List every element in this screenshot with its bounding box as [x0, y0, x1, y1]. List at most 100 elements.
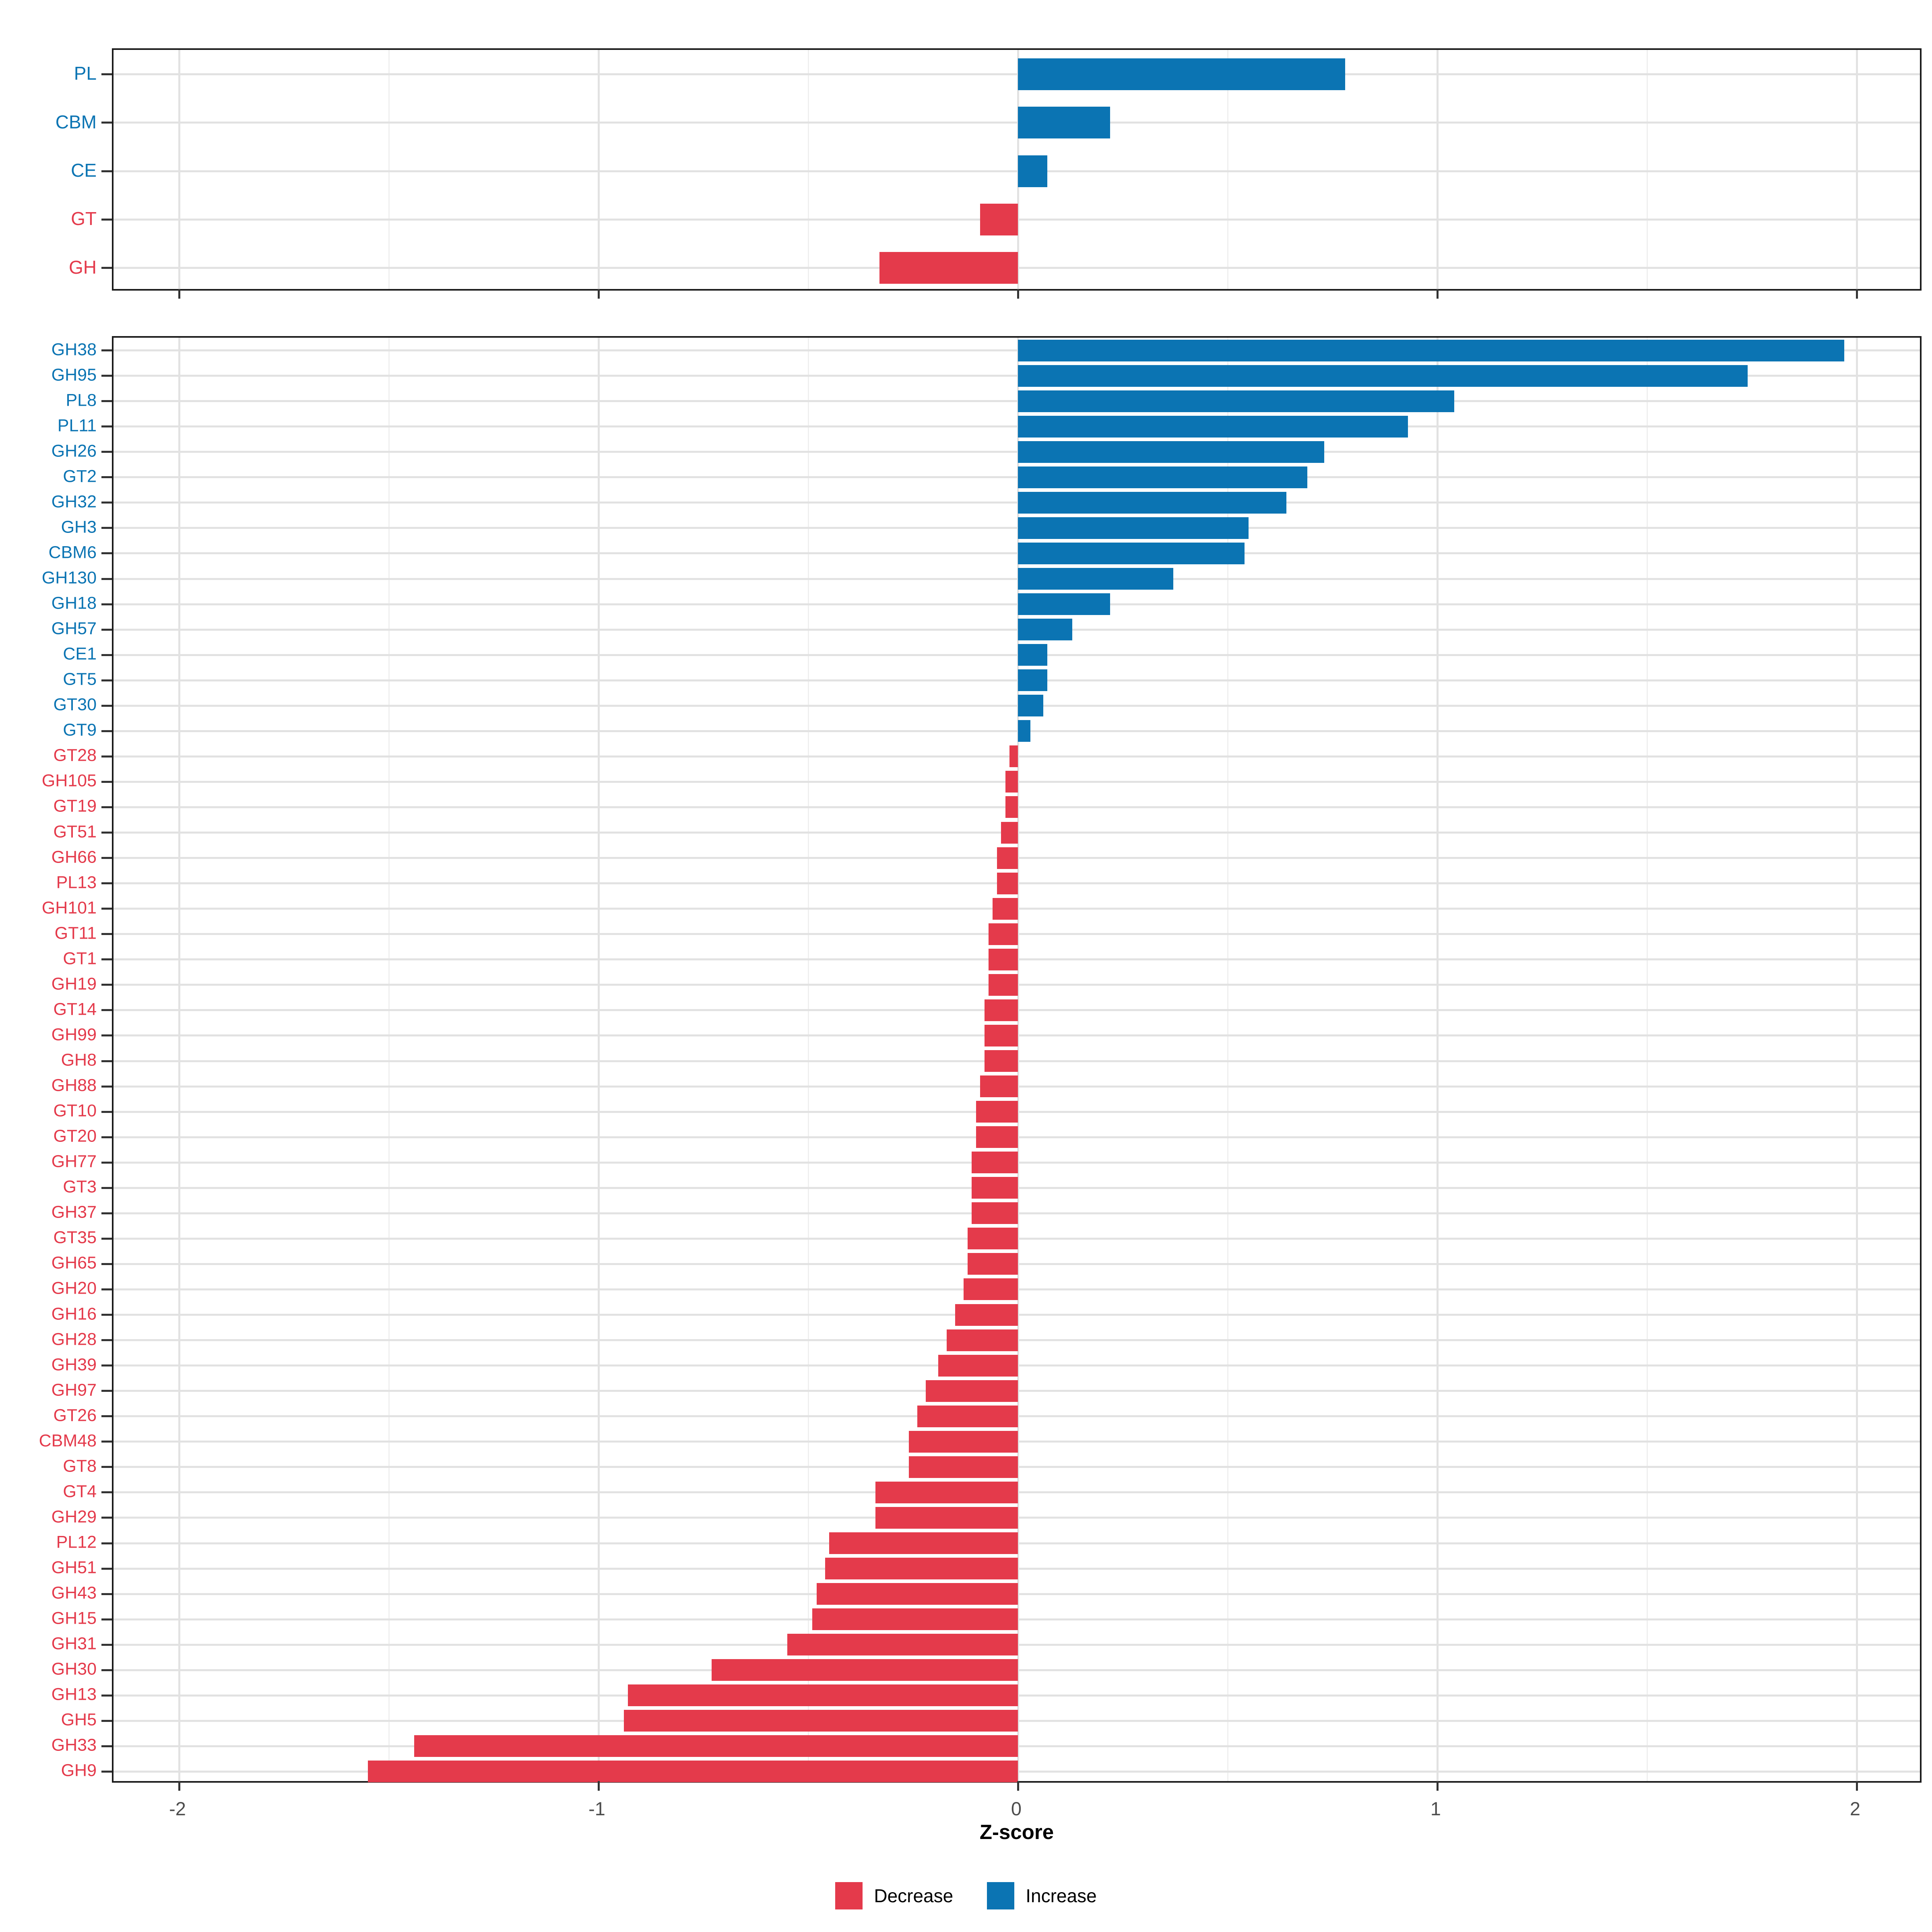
- y-tick-mark: [101, 654, 112, 656]
- y-tick-mark: [101, 984, 112, 986]
- row-gridline: [114, 451, 1920, 453]
- y-label-GH13: GH13: [51, 1684, 97, 1704]
- y-label-GT30: GT30: [53, 695, 97, 714]
- y-tick-mark: [101, 603, 112, 605]
- bar-GH88: [980, 1075, 1018, 1098]
- y-tick-mark: [101, 451, 112, 453]
- y-tick-mark: [101, 1364, 112, 1367]
- y-label-GH43: GH43: [51, 1583, 97, 1603]
- gridline-minor: [1227, 50, 1228, 289]
- y-label-GH3: GH3: [61, 517, 97, 537]
- row-gridline: [114, 349, 1920, 352]
- row-gridline: [114, 578, 1920, 580]
- x-tick-mark: [1017, 1781, 1019, 1791]
- bar-PL13: [997, 872, 1018, 894]
- gridline-minor: [807, 338, 809, 1781]
- bar-GT1: [989, 948, 1018, 970]
- y-label-GT2: GT2: [63, 466, 97, 486]
- y-label-GT14: GT14: [53, 999, 97, 1019]
- legend: Decrease Increase: [0, 1882, 1932, 1909]
- x-tick-mark: [597, 289, 600, 299]
- y-tick-mark: [101, 1567, 112, 1570]
- bar-GT14: [984, 999, 1018, 1021]
- y-label-GH8: GH8: [61, 1050, 97, 1070]
- y-tick-mark: [101, 1618, 112, 1620]
- y-tick-mark: [101, 218, 112, 221]
- y-tick-mark: [101, 1466, 112, 1468]
- y-tick-mark: [101, 1212, 112, 1214]
- bar-GH130: [1018, 568, 1173, 590]
- bar-GT20: [976, 1126, 1018, 1148]
- y-tick-mark: [101, 502, 112, 504]
- y-tick-mark: [101, 1136, 112, 1138]
- bar-GT3: [972, 1177, 1018, 1199]
- x-tick-mark: [597, 1781, 600, 1791]
- y-label-GH31: GH31: [51, 1634, 97, 1653]
- bar-GH95: [1018, 365, 1748, 387]
- bar-CE1: [1018, 644, 1047, 666]
- y-label-GH18: GH18: [51, 593, 97, 613]
- legend-item-decrease: Decrease: [835, 1882, 953, 1909]
- y-label-PL: PL: [74, 63, 97, 84]
- bar-GH29: [875, 1507, 1018, 1529]
- bar-GH101: [993, 898, 1018, 920]
- y-label-GH66: GH66: [51, 847, 97, 867]
- y-tick-mark: [101, 267, 112, 269]
- row-gridline: [114, 73, 1920, 75]
- y-tick-mark: [101, 1237, 112, 1240]
- y-label-GH5: GH5: [61, 1710, 97, 1730]
- y-tick-mark: [101, 1517, 112, 1519]
- bar-GT28: [1009, 745, 1018, 768]
- x-tick-label-1: 1: [1430, 1798, 1441, 1819]
- enzyme-class-panel: PL CBM CE GT GH: [56, 48, 1922, 299]
- bar-CBM: [1018, 107, 1110, 139]
- bar-GH9: [367, 1761, 1018, 1783]
- gridline-major: [597, 338, 600, 1781]
- legend-item-increase: Increase: [987, 1882, 1097, 1909]
- bar-GT26: [917, 1405, 1018, 1427]
- bar-GH38: [1018, 339, 1844, 361]
- y-tick-mark: [101, 400, 112, 402]
- y-tick-mark: [101, 832, 112, 834]
- y-tick-mark: [101, 476, 112, 479]
- y-tick-mark: [101, 1187, 112, 1189]
- y-label-CBM: CBM: [55, 111, 97, 132]
- y-tick-mark: [101, 1719, 112, 1722]
- y-tick-mark: [101, 1009, 112, 1011]
- y-tick-mark: [101, 578, 112, 580]
- legend-swatch-increase: [987, 1882, 1015, 1909]
- bar-GH30: [712, 1659, 1018, 1681]
- y-tick-mark: [101, 1161, 112, 1164]
- y-tick-mark: [101, 1669, 112, 1671]
- y-label-GH16: GH16: [51, 1304, 97, 1324]
- y-tick-mark: [101, 1694, 112, 1697]
- y-label-PL11: PL11: [57, 416, 97, 436]
- y-label-GH88: GH88: [51, 1075, 97, 1095]
- x-tick-mark: [178, 289, 180, 299]
- y-tick-mark: [101, 425, 112, 428]
- bar-GT9: [1018, 720, 1031, 742]
- y-tick-mark: [101, 1415, 112, 1418]
- y-label-GH29: GH29: [51, 1507, 97, 1527]
- row-gridline: [114, 654, 1920, 656]
- row-gridline: [114, 628, 1920, 631]
- y-label-GH99: GH99: [51, 1025, 97, 1044]
- y-label-GT26: GT26: [53, 1406, 97, 1425]
- bar-GH3: [1018, 517, 1249, 539]
- y-label-GH57: GH57: [51, 619, 97, 638]
- row-gridline: [114, 527, 1920, 529]
- gridline-minor: [807, 50, 809, 289]
- y-tick-mark: [101, 679, 112, 681]
- gridline-minor: [388, 338, 390, 1781]
- y-tick-mark: [101, 628, 112, 631]
- bar-GH37: [972, 1202, 1018, 1224]
- bar-GT51: [1001, 822, 1018, 844]
- bar-GH8: [984, 1050, 1018, 1072]
- bar-GH16: [955, 1304, 1018, 1326]
- y-label-GH28: GH28: [51, 1329, 97, 1349]
- y-tick-mark: [101, 1491, 112, 1494]
- y-tick-mark: [101, 730, 112, 732]
- y-tick-mark: [101, 527, 112, 529]
- legend-swatch-decrease: [835, 1882, 863, 1909]
